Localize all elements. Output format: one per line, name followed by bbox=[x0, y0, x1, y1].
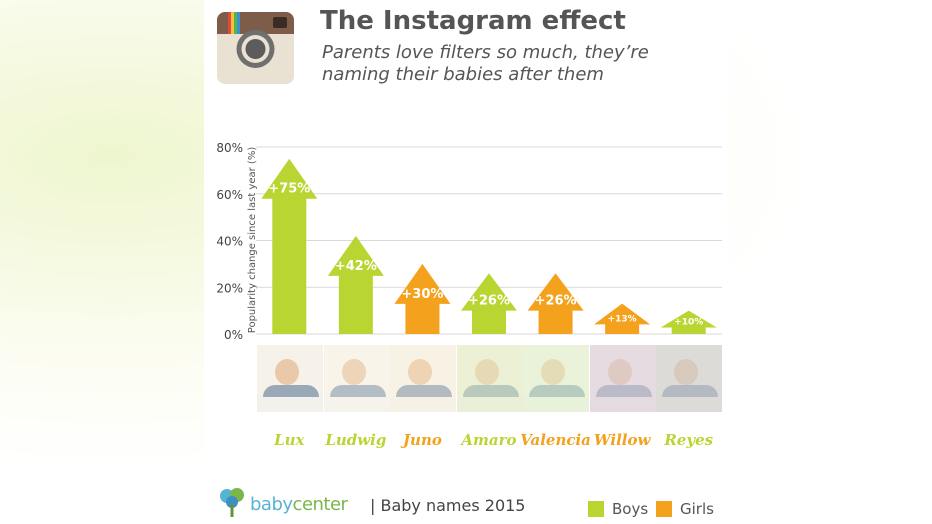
photo-filter-tint bbox=[257, 345, 323, 412]
legend-girls-label: Girls bbox=[680, 500, 714, 518]
bar-arrow bbox=[261, 158, 318, 334]
bar-arrow bbox=[527, 273, 584, 334]
brand-right: center bbox=[292, 494, 348, 515]
brand-left: baby bbox=[250, 494, 293, 515]
photo-filter-tint bbox=[656, 345, 723, 412]
baby-photo-blanket bbox=[456, 397, 523, 412]
category-label: Valencia bbox=[520, 431, 591, 449]
baby-photo bbox=[257, 345, 323, 412]
baby-photo-blanket bbox=[390, 397, 457, 412]
bar-arrow bbox=[394, 263, 451, 334]
photo-filter-tint bbox=[323, 345, 390, 412]
photo-filter-tint bbox=[456, 345, 523, 412]
category-label: Lux bbox=[273, 431, 305, 449]
baby-photo-blanket bbox=[257, 397, 323, 412]
baby-photo bbox=[390, 345, 457, 412]
bar-arrow bbox=[327, 235, 384, 334]
category-label: Reyes bbox=[663, 431, 713, 449]
baby-photo-blanket bbox=[523, 397, 590, 412]
category-label: Ludwig bbox=[324, 431, 386, 449]
baby-photo-head bbox=[474, 359, 499, 385]
y-tick-label: 60% bbox=[216, 188, 243, 202]
instagram-camera-icon bbox=[217, 12, 294, 84]
page-subtitle: Parents love filters so much, they’re na… bbox=[322, 42, 649, 85]
photo-filter-tint bbox=[390, 345, 457, 412]
bar-data-label: +30% bbox=[401, 287, 443, 302]
legend-girls-swatch bbox=[656, 501, 672, 517]
baby-photo-blanket bbox=[323, 397, 390, 412]
photo-filter-tint bbox=[523, 345, 590, 412]
bar-arrow bbox=[461, 273, 517, 334]
baby-photo-head bbox=[541, 359, 566, 385]
photo-filter-tint bbox=[589, 345, 656, 412]
bar-arrow bbox=[594, 303, 651, 334]
bar-data-label: +10% bbox=[674, 317, 703, 327]
category-label: Willow bbox=[594, 431, 652, 449]
baby-photo bbox=[523, 345, 590, 412]
bar-data-label: +13% bbox=[608, 314, 637, 324]
bar-data-label: +26% bbox=[468, 294, 510, 309]
baby-photo bbox=[656, 345, 723, 412]
baby-photo bbox=[589, 345, 656, 412]
baby-photo-head bbox=[408, 359, 433, 385]
baby-photo-head bbox=[275, 359, 299, 385]
bar-data-label: +75% bbox=[268, 182, 310, 197]
page-title: The Instagram effect bbox=[320, 6, 626, 36]
bar-chart: 0% 20% 40% 60% 80% +75% Lux +42% Ludwig +30% Juno +… bbox=[216, 141, 722, 449]
category-label: Juno bbox=[400, 431, 442, 449]
y-tick-label: 0% bbox=[224, 328, 243, 342]
bar-data-label: +42% bbox=[335, 259, 377, 274]
legend-boys-label: Boys bbox=[612, 500, 649, 518]
y-tick-label: 80% bbox=[216, 141, 243, 155]
legend-boys-swatch bbox=[588, 501, 604, 517]
baby-photo bbox=[456, 345, 523, 412]
legend-girls: Girls bbox=[656, 500, 714, 518]
bar-data-label: +26% bbox=[535, 294, 577, 309]
legend-boys: Boys bbox=[588, 500, 648, 518]
y-tick-label: 40% bbox=[216, 235, 243, 249]
baby-photo-head bbox=[341, 359, 366, 385]
babycenter-logo: babycenter bbox=[250, 494, 348, 515]
source-note: | Baby names 2015 bbox=[370, 496, 526, 515]
bar-arrow bbox=[660, 310, 717, 334]
y-tick-label: 20% bbox=[216, 281, 243, 295]
babycenter-tree-icon bbox=[220, 488, 244, 517]
category-label: Amaro bbox=[459, 431, 516, 449]
baby-photo bbox=[323, 345, 390, 412]
